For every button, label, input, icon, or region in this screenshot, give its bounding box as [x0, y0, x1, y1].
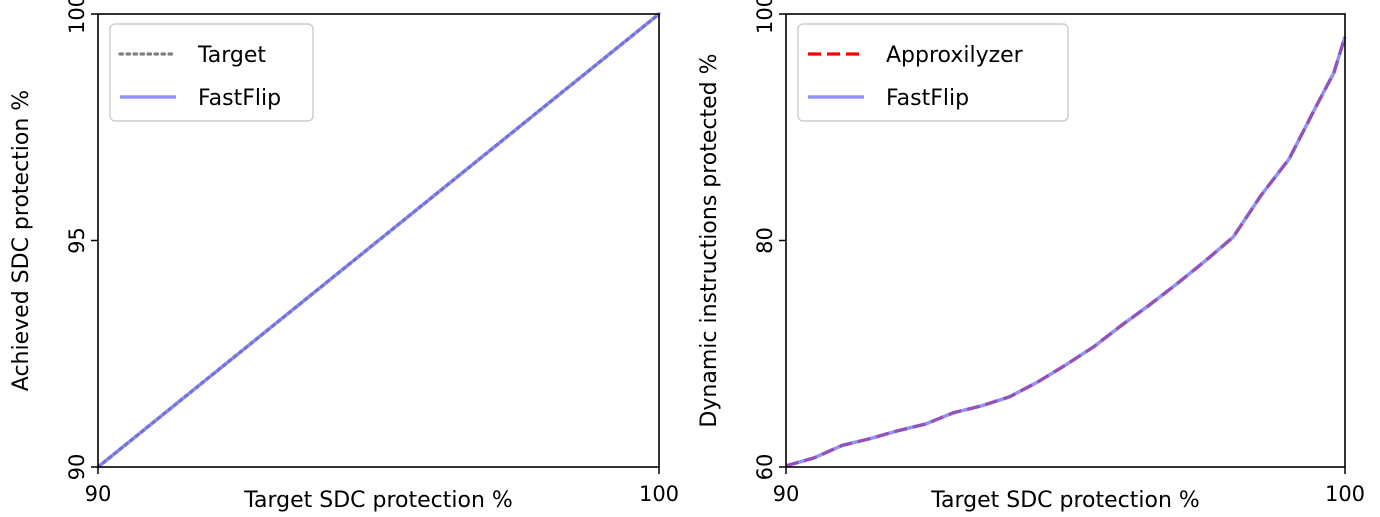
- left-yaxis-label: Achieved SDC protection %: [9, 90, 34, 391]
- right-xtick-label-90: 90: [773, 482, 800, 506]
- right-ytick-label-80: 80: [753, 227, 777, 254]
- left-ytick-label-100: 100: [65, 0, 89, 34]
- left-ytick-label-90: 90: [65, 454, 89, 481]
- left-xtick-label-100: 100: [639, 482, 679, 506]
- left-xtick-label-90: 90: [85, 482, 112, 506]
- left-legend: Target FastFlip: [109, 23, 314, 122]
- right-legend-label-approxilyzer: Approxilyzer: [886, 43, 1024, 68]
- left-legend-label-target: Target: [197, 43, 266, 68]
- right-xtick-label-100: 100: [1325, 482, 1365, 506]
- left-panel: 90 100 90 95 100 Target SDC protection % Achie…: [9, 0, 679, 513]
- left-ytick-label-95: 95: [65, 227, 89, 254]
- right-legend: Approxilyzer FastFlip: [797, 23, 1069, 122]
- right-series-fastflip-line: [785, 36, 1347, 468]
- left-legend-label-fastflip: FastFlip: [198, 86, 281, 111]
- right-legend-label-fastflip: FastFlip: [886, 86, 969, 111]
- left-series-fastflip-line: [96, 12, 661, 469]
- right-ytick-label-60: 60: [753, 454, 777, 481]
- right-legend-box: [797, 23, 1069, 122]
- right-panel: 90 100 60 80 100 Target SDC protection % Dynam…: [697, 0, 1365, 513]
- right-xaxis-label: Target SDC protection %: [930, 488, 1200, 513]
- right-yaxis-label: Dynamic instructions protected %: [697, 53, 722, 427]
- left-xaxis-label: Target SDC protection %: [243, 488, 513, 513]
- right-ytick-label-100: 100: [753, 0, 777, 34]
